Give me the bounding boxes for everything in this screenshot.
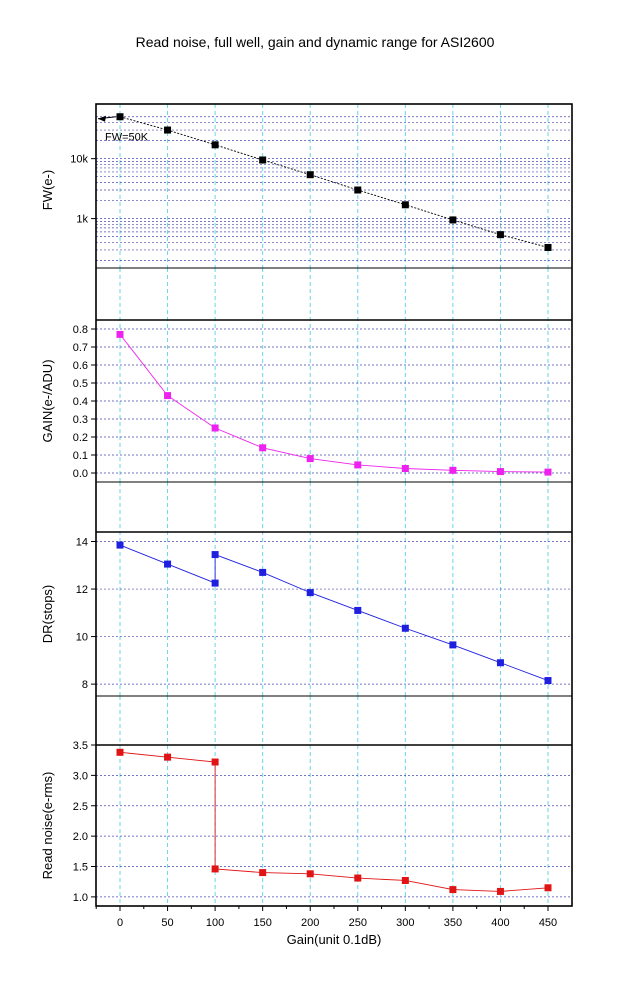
- panel-rn: 1.0 1.5 2.0 2.5 3.0 3.5 Read noise(e-rms): [40, 696, 572, 906]
- data-point: [306, 589, 314, 597]
- panel-gain: 0.0 0.1 0.2 0.3 0.4 0.5 0.6 0.7 0.8 GAIN(e-/ADU): [40, 268, 572, 482]
- y-tick-label: 0.7: [73, 342, 88, 354]
- data-point: [259, 156, 267, 164]
- y-tick-label: 0.3: [73, 414, 88, 426]
- data-point: [211, 579, 219, 587]
- panel-dr: 8 10 12 14 DR(stops): [40, 482, 572, 696]
- series-line: [119, 334, 549, 473]
- y-tick-label: 0.5: [73, 378, 88, 390]
- data-point: [496, 468, 504, 476]
- y-tick-label: 14: [76, 537, 88, 549]
- data-point: [544, 884, 552, 892]
- data-point: [354, 606, 362, 614]
- data-point: [401, 876, 409, 884]
- data-point: [116, 113, 124, 121]
- data-point: [496, 887, 504, 895]
- data-point: [259, 444, 267, 452]
- data-point: [544, 468, 552, 476]
- data-point: [354, 874, 362, 882]
- panel-fw: 1k 10k FW(e-) FW=50K: [40, 104, 572, 268]
- data-point: [164, 126, 172, 134]
- y-tick-label: 3.0: [73, 770, 88, 782]
- data-point: [401, 201, 409, 209]
- y-tick-label: 0.2: [73, 432, 88, 444]
- series-line: [119, 116, 549, 248]
- x-tick-label: 300: [396, 917, 414, 929]
- data-point: [211, 758, 219, 766]
- y-tick-label: 3.5: [73, 740, 88, 752]
- data-point: [164, 392, 172, 400]
- annotation-arrowhead: [98, 115, 106, 122]
- data-point: [211, 424, 219, 432]
- x-tick-label: 200: [301, 917, 319, 929]
- data-point: [496, 231, 504, 239]
- data-point: [211, 551, 219, 559]
- series-line: [119, 544, 549, 681]
- data-point: [306, 171, 314, 179]
- data-point: [116, 330, 124, 338]
- y-tick-label: 0.0: [73, 468, 88, 480]
- y-axis-title: DR(stops): [40, 585, 55, 644]
- data-point: [449, 466, 457, 474]
- data-point: [401, 624, 409, 632]
- data-point: [164, 560, 172, 568]
- y-tick-label: 8: [82, 679, 88, 691]
- x-tick-label: 150: [253, 917, 271, 929]
- data-point: [449, 641, 457, 649]
- chart-title: Read noise, full well, gain and dynamic …: [135, 34, 495, 50]
- y-tick-label: 2.0: [73, 831, 88, 843]
- x-tick-label: 250: [349, 917, 367, 929]
- x-tick-label: 400: [491, 917, 509, 929]
- data-point: [401, 465, 409, 472]
- annotation-label: FW=50K: [105, 132, 149, 144]
- x-tick-label: 100: [206, 917, 224, 929]
- data-point: [496, 659, 504, 667]
- y-tick-label: 10k: [70, 154, 88, 166]
- series-line: [119, 751, 549, 892]
- x-tick-label: 0: [117, 917, 123, 929]
- data-point: [116, 748, 124, 756]
- data-point: [449, 886, 457, 894]
- data-point: [211, 141, 219, 149]
- y-tick-label: 1k: [76, 214, 88, 226]
- data-point: [544, 677, 552, 685]
- y-tick-label: 1.0: [73, 892, 88, 904]
- y-tick-label: 0.1: [73, 450, 88, 462]
- x-axis-title: Gain(unit 0.1dB): [287, 932, 382, 947]
- data-point: [116, 541, 124, 549]
- data-point: [211, 865, 219, 873]
- y-tick-label: 2.5: [73, 801, 88, 813]
- data-point: [354, 461, 362, 469]
- data-point: [306, 870, 314, 878]
- data-point: [164, 753, 172, 761]
- y-tick-label: 1.5: [73, 862, 88, 874]
- y-tick-label: 0.4: [73, 396, 88, 408]
- x-tick-label: 350: [444, 917, 462, 929]
- data-point: [544, 243, 552, 251]
- y-axis-title: GAIN(e-/ADU): [40, 359, 55, 442]
- y-tick-label: 0.8: [73, 324, 88, 336]
- data-point: [354, 186, 362, 194]
- data-point: [306, 455, 314, 463]
- x-tick-label: 50: [161, 917, 173, 929]
- y-tick-label: 10: [76, 632, 88, 644]
- data-point: [259, 869, 267, 877]
- y-tick-label: 0.6: [73, 360, 88, 372]
- data-point: [449, 216, 457, 224]
- y-tick-label: 12: [76, 584, 88, 596]
- y-axis-title: FW(e-): [40, 170, 55, 210]
- y-axis-title: Read noise(e-rms): [40, 772, 55, 880]
- data-point: [259, 568, 267, 576]
- x-tick-label: 450: [539, 917, 557, 929]
